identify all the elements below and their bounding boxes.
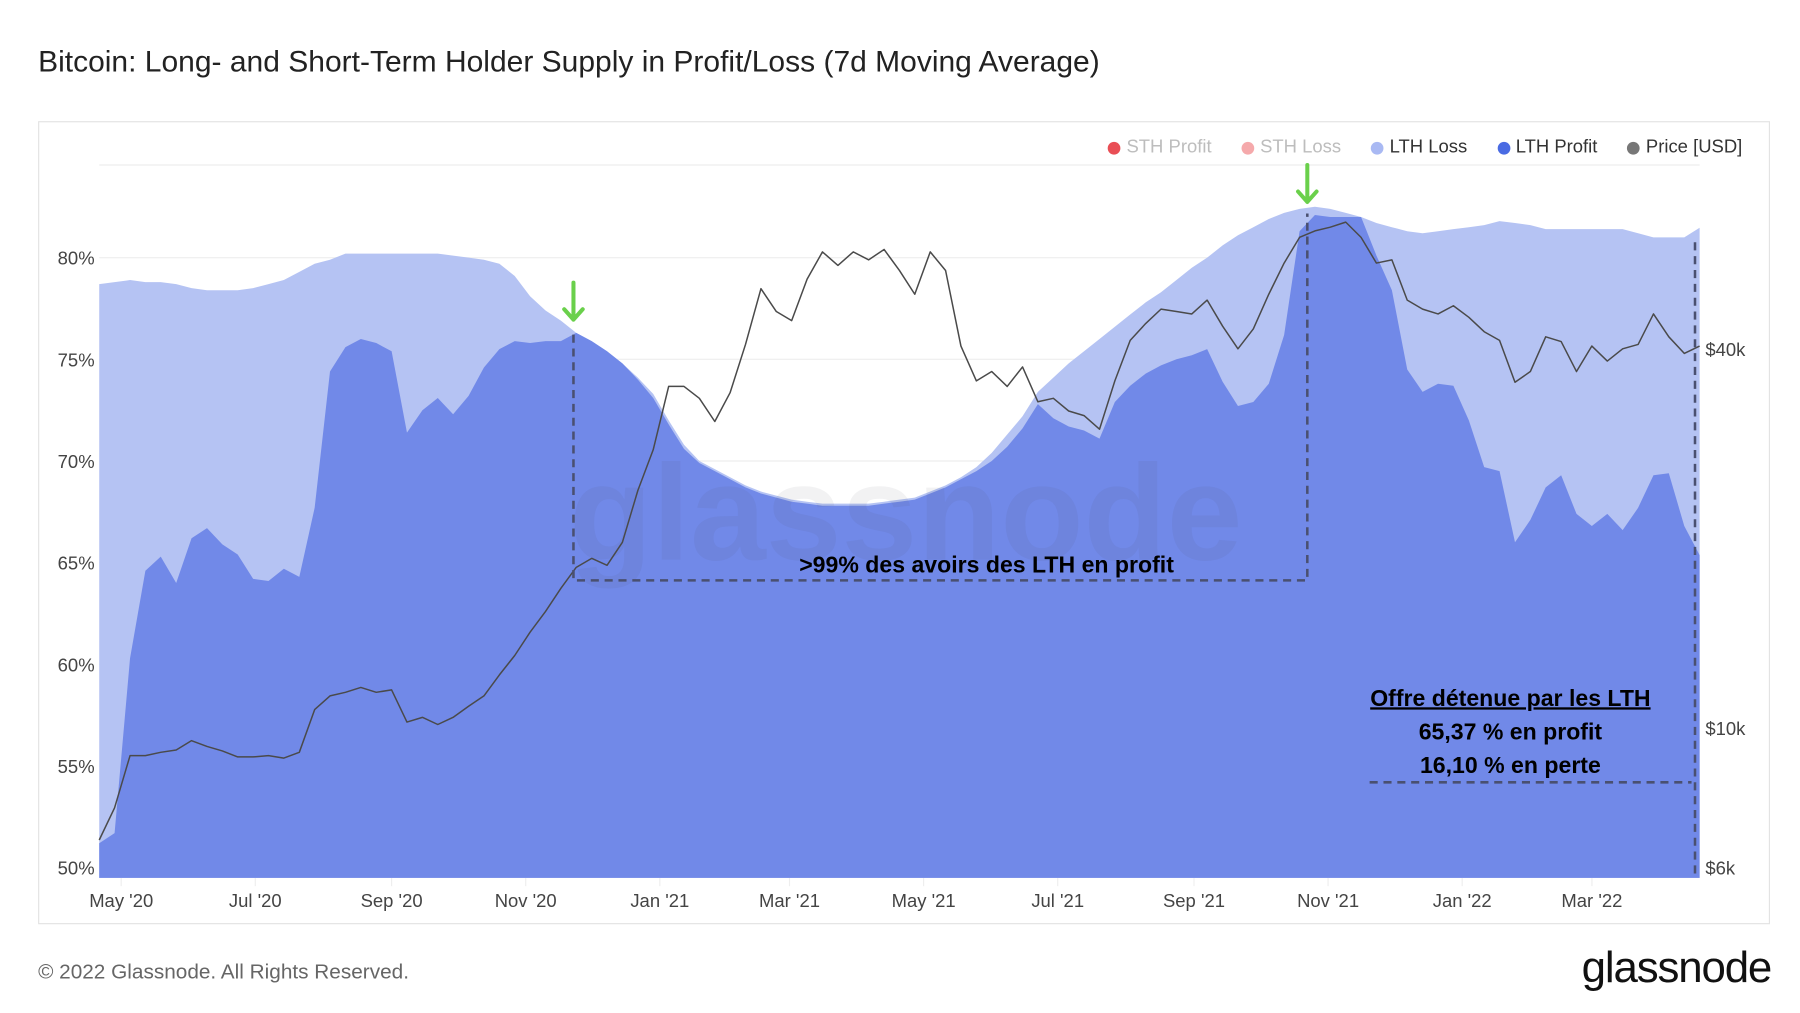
x-tick-label: Sep '21 — [1163, 890, 1225, 911]
annotation-box-title: Offre détenue par les LTH — [1370, 686, 1651, 712]
y-tick-label: 60% — [58, 654, 95, 675]
legend: STH Profit STH Loss LTH Loss LTH Profit … — [1108, 137, 1742, 158]
x-tick-label: May '21 — [892, 890, 956, 911]
x-tick-label: Jul '21 — [1031, 890, 1084, 911]
legend-item-lth-loss[interactable]: LTH Loss — [1371, 137, 1467, 158]
annotation-range-text: >99% des avoirs des LTH en profit — [799, 552, 1174, 579]
x-tick-label: Nov '21 — [1297, 890, 1359, 911]
legend-item-price[interactable]: Price [USD] — [1627, 137, 1742, 158]
x-tick-label: Jan '22 — [1433, 890, 1492, 911]
y-tick-label: 80% — [58, 248, 95, 269]
annotation-box-loss: 16,10 % en perte — [1419, 753, 1601, 779]
legend-dot-icon — [1497, 141, 1510, 155]
chart-frame — [38, 121, 1771, 925]
legend-item-sth-profit[interactable]: STH Profit — [1108, 137, 1212, 158]
y-tick-label: 55% — [58, 756, 95, 777]
legend-dot-icon — [1108, 141, 1121, 155]
annotation-range-bracket — [572, 213, 1309, 582]
y-right-tick-label: $10k — [1705, 718, 1746, 739]
lth-profit-area — [99, 214, 1700, 878]
price-line — [98, 221, 1700, 841]
x-tick-label: Sep '20 — [361, 890, 423, 911]
x-tick-label: Jan '21 — [630, 890, 689, 911]
y-tick-label: 50% — [58, 858, 95, 879]
legend-label: STH Loss — [1260, 137, 1342, 157]
watermark: glassnode — [569, 437, 1242, 589]
y-right-tick-label: $6k — [1705, 858, 1736, 879]
legend-label: Price [USD] — [1645, 137, 1743, 157]
chart-title: Bitcoin: Long- and Short-Term Holder Sup… — [38, 43, 1100, 79]
x-tick-label: May '20 — [89, 890, 153, 911]
legend-label: STH Profit — [1126, 137, 1212, 157]
arrow-down-icon — [1296, 162, 1319, 204]
x-tick-label: Nov '20 — [495, 890, 557, 911]
legend-label: LTH Profit — [1515, 137, 1598, 157]
y-right-tick-label: $40k — [1705, 339, 1746, 360]
y-tick-label: 65% — [58, 553, 95, 574]
glassnode-logo: glassnode — [1581, 943, 1773, 993]
legend-item-lth-profit[interactable]: LTH Profit — [1497, 137, 1597, 158]
legend-dot-icon — [1627, 141, 1641, 155]
legend-dot-icon — [1371, 141, 1384, 155]
arrow-down-icon — [562, 280, 585, 322]
annotation-box-profit: 65,37 % en profit — [1418, 720, 1603, 746]
legend-item-sth-loss[interactable]: STH Loss — [1241, 137, 1342, 158]
legend-label: LTH Loss — [1389, 137, 1468, 157]
y-tick-label: 70% — [58, 451, 95, 472]
x-tick-label: Mar '21 — [759, 890, 820, 911]
y-tick-label: 75% — [58, 349, 95, 370]
legend-dot-icon — [1241, 141, 1255, 155]
x-tick-label: Jul '20 — [229, 890, 282, 911]
footer-copyright: © 2022 Glassnode. All Rights Reserved. — [38, 960, 409, 984]
x-tick-label: Mar '22 — [1561, 890, 1622, 911]
